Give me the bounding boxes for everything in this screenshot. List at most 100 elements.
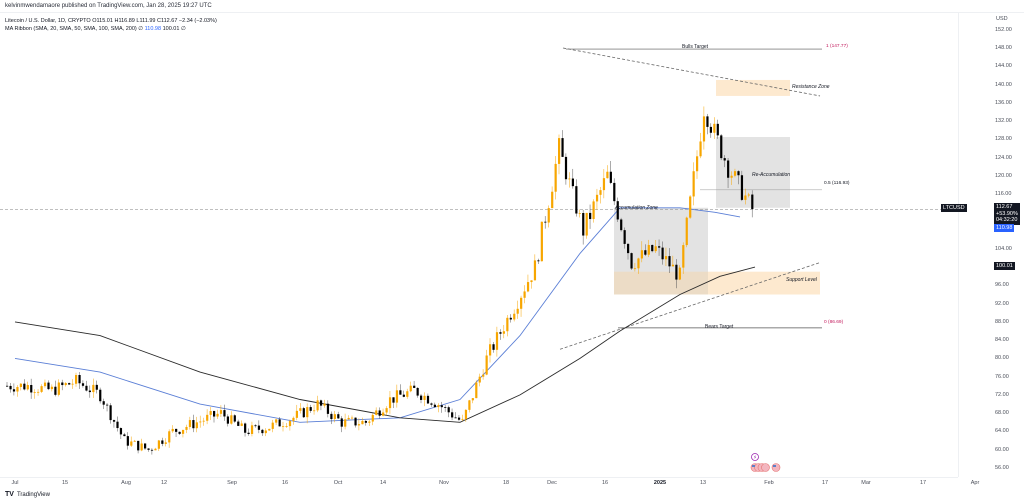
candle-body: [106, 404, 109, 406]
candle-body: [237, 421, 240, 426]
ohlc-change: −2.34 (−2.03%): [178, 18, 217, 24]
candle-body: [744, 195, 747, 200]
candle-body: [620, 219, 623, 231]
candle-body: [375, 410, 378, 415]
candle-body: [157, 440, 160, 449]
header-divider: [0, 12, 1024, 13]
candle-body: [537, 260, 540, 262]
candle-body: [568, 178, 571, 180]
ohlc-high: H116.89: [114, 18, 135, 24]
price-tick: 124.00: [995, 154, 1012, 161]
time-tick: 16: [281, 480, 289, 486]
indicator-value-2: 110.98: [144, 26, 162, 32]
candle-body: [88, 390, 91, 393]
candle-body: [357, 424, 361, 426]
candle-body: [302, 408, 305, 418]
candle-body: [371, 414, 374, 422]
candle-body: [499, 332, 502, 334]
candle-body: [430, 403, 433, 405]
candle-body: [675, 264, 678, 280]
candle-body: [444, 407, 447, 408]
candle-body: [71, 383, 74, 385]
candle-body: [558, 138, 561, 164]
candle-body: [482, 374, 485, 377]
candle-body: [213, 411, 216, 417]
time-tick: Mar: [861, 480, 871, 486]
price-chart-canvas[interactable]: [0, 12, 958, 477]
time-tick: Sep: [227, 480, 237, 486]
candle-body: [150, 449, 154, 451]
time-tick: 12: [160, 480, 168, 486]
candle-body: [306, 407, 309, 418]
candle-body: [461, 418, 464, 420]
candle-body: [451, 412, 454, 418]
time-tick: 18: [502, 480, 510, 486]
current-change: +53.90%: [996, 210, 1018, 217]
candle-body: [595, 194, 599, 202]
time-tick: Aug: [121, 480, 131, 486]
candle-body: [181, 429, 185, 434]
time-tick: 2025: [653, 480, 667, 486]
candle-body: [447, 407, 450, 413]
re-accumulation-label: Re-Accumulation: [752, 172, 791, 178]
candle-body: [420, 395, 423, 400]
candle-body: [261, 429, 264, 434]
candle-body: [175, 428, 178, 432]
indicator-legend-row[interactable]: MA Ribbon (SMA, 20, SMA, 50, SMA, 100, S…: [5, 25, 217, 33]
candle-body: [33, 392, 36, 393]
candle-body: [326, 403, 330, 414]
candle-body: [340, 418, 343, 427]
candle-body: [575, 186, 578, 214]
candle-body: [689, 196, 692, 218]
candle-body: [99, 389, 102, 402]
candle-body: [627, 243, 630, 254]
candle-body: [589, 212, 592, 220]
candle-body: [664, 256, 668, 260]
candle-body: [295, 410, 298, 418]
price-axis[interactable]: USD 152.00 148.00 144.00 140.00 136.00 132.00…: [958, 12, 1024, 477]
candle-body: [12, 389, 16, 392]
bar-countdown: 04:32:20: [996, 217, 1018, 223]
candle-body: [254, 425, 257, 427]
candle-body: [454, 417, 457, 419]
candle-body: [699, 141, 702, 157]
bears-level-label: 0 (86.69): [824, 320, 844, 325]
candle-body: [378, 410, 381, 416]
candle-body: [457, 417, 461, 420]
candle-body: [364, 420, 367, 423]
candle-body: [354, 417, 357, 426]
candle-body: [592, 201, 595, 220]
candle-body: [226, 416, 229, 424]
candle-body: [285, 426, 288, 427]
candle-body: [144, 443, 147, 449]
candle-body: [716, 123, 719, 136]
bulls-target-label: Bulls Target: [682, 44, 709, 50]
candle-body: [278, 419, 281, 427]
candle-body: [126, 436, 129, 446]
events-markers[interactable]: [750, 453, 782, 480]
candle-body: [119, 428, 123, 435]
candle-body: [540, 221, 543, 262]
candle-body: [426, 395, 430, 404]
candle-body: [509, 317, 512, 320]
tradingview-branding[interactable]: TV TradingView: [5, 491, 50, 498]
candle-body: [192, 420, 195, 429]
price-tick: 92.00: [995, 300, 1009, 307]
price-tick: 96.00: [995, 282, 1009, 289]
candle-body: [78, 375, 81, 384]
candle-body: [233, 415, 236, 422]
candle-body: [544, 221, 547, 223]
price-tick: 120.00: [995, 172, 1012, 179]
candle-body: [485, 355, 488, 375]
candle-body: [351, 417, 354, 419]
symbol-legend-row[interactable]: Litecoin / U.S. Dollar, 1D, CRYPTO O115.…: [5, 17, 217, 25]
candle-body: [633, 268, 637, 270]
time-axis[interactable]: Jul 15 Aug 12 Sep 16 Oct 14 Nov 18 Dec 16 2025 13 Feb 1…: [0, 477, 979, 490]
price-tick: 104.00: [995, 245, 1012, 252]
candle-body: [513, 313, 516, 320]
candle-body: [361, 420, 364, 425]
candle-body: [654, 246, 657, 252]
chart-legend: Litecoin / U.S. Dollar, 1D, CRYPTO O115.…: [5, 17, 217, 33]
candle-body: [571, 178, 574, 187]
candle-body: [244, 423, 247, 433]
